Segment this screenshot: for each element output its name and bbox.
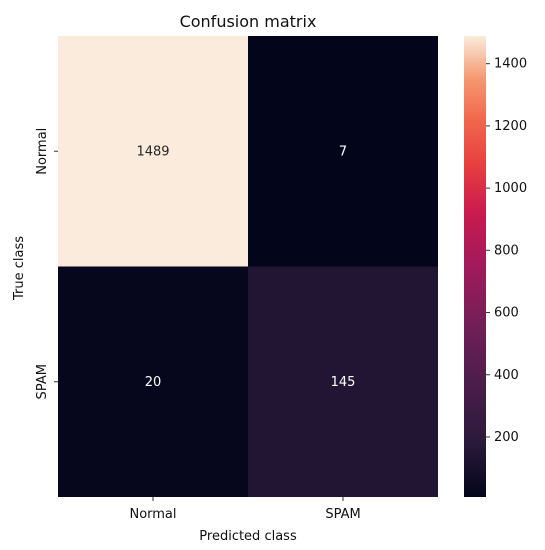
- heatmap-cell: [248, 266, 438, 497]
- y-axis-ticks: Normal SPAM: [35, 128, 58, 399]
- y-axis-label: True class: [12, 236, 27, 301]
- cell-value-label: 1489: [136, 144, 169, 159]
- colorbar-tick-label: 1000: [494, 181, 527, 196]
- cell-value-label: 7: [339, 144, 347, 159]
- heatmap-cells: [58, 36, 438, 497]
- colorbar: [464, 36, 486, 497]
- heatmap-cell: [248, 36, 438, 267]
- chart-title: Confusion matrix: [180, 12, 317, 31]
- colorbar-tick-label: 200: [494, 430, 519, 445]
- colorbar-tick-label: 1400: [494, 57, 527, 72]
- colorbar-tick-label: 600: [494, 306, 519, 321]
- colorbar-tick-label: 1200: [494, 119, 527, 134]
- y-tick-label: SPAM: [35, 364, 50, 399]
- x-tick-label: SPAM: [325, 507, 360, 522]
- x-axis-label: Predicted class: [199, 529, 297, 544]
- y-tick-label: Normal: [35, 128, 50, 175]
- heatmap-cell-labels: 1489 7 20 145: [136, 144, 355, 390]
- colorbar-ticks: 200 400 600 800 1000 1200 1400: [486, 57, 527, 445]
- heatmap-cell: [58, 36, 248, 267]
- colorbar-tick-label: 400: [494, 368, 519, 383]
- cell-value-label: 20: [145, 375, 162, 390]
- heatmap-cell: [58, 266, 248, 497]
- colorbar-tick-label: 800: [494, 243, 519, 258]
- cell-value-label: 145: [331, 375, 356, 390]
- x-axis-ticks: Normal SPAM: [129, 497, 361, 522]
- x-tick-label: Normal: [129, 507, 176, 522]
